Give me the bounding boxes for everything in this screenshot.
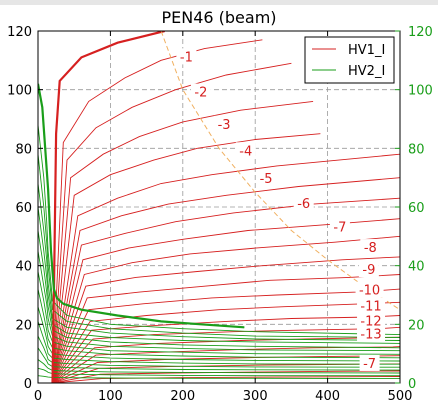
contour-label: -9 bbox=[362, 263, 375, 278]
y-tick-label-left: 100 bbox=[7, 84, 32, 99]
contour-label-bg bbox=[214, 115, 235, 132]
y-tick-label-left: 80 bbox=[15, 142, 32, 157]
contour-line-hv2 bbox=[38, 335, 400, 368]
contour-label-bg bbox=[176, 48, 197, 65]
contour-label: -2 bbox=[194, 86, 207, 101]
contour-line-hv1 bbox=[52, 256, 400, 383]
y-tick-label-right: 100 bbox=[408, 84, 433, 99]
contour-line-hv2 bbox=[38, 271, 400, 355]
contour-label: -8 bbox=[364, 241, 377, 256]
highlight-line-hv1 bbox=[51, 31, 165, 383]
contour-line-hv2 bbox=[38, 230, 400, 349]
contour-line-hv2 bbox=[38, 124, 400, 336]
legend: HV1_I HV2_I bbox=[304, 36, 395, 84]
contour-label: -10 bbox=[359, 284, 380, 299]
x-tick-label: 500 bbox=[388, 389, 413, 404]
y-tick-label-right: 80 bbox=[408, 142, 425, 157]
contour-line-hv2 bbox=[38, 306, 400, 362]
contour-labels: -1-2-3-4-5-6-7-8-9-10-11-12-13-7 bbox=[176, 48, 386, 372]
legend-box bbox=[304, 36, 395, 84]
contour-label-bg bbox=[190, 83, 211, 100]
contour-line-hv1 bbox=[52, 153, 400, 383]
y-tick-label-right: 60 bbox=[408, 201, 425, 216]
x-tick-label: 100 bbox=[98, 389, 123, 404]
contour-line-hv2 bbox=[38, 289, 400, 359]
contour-line-hv1 bbox=[52, 177, 400, 383]
contour-label: -7 bbox=[363, 357, 376, 372]
contour-label-bg bbox=[293, 195, 314, 212]
contour-line-hv1 bbox=[52, 100, 314, 383]
y-tick-label-left: 120 bbox=[7, 25, 32, 40]
y-tick-label-right: 40 bbox=[408, 260, 425, 275]
contour-label-bg bbox=[357, 325, 386, 342]
contour-line-hv1 bbox=[52, 235, 400, 383]
contour-label-bg bbox=[256, 170, 277, 187]
highlight-line-hv2 bbox=[38, 83, 245, 329]
contour-label: -13 bbox=[360, 328, 381, 343]
contour-label-bg bbox=[329, 218, 350, 235]
contour-label: -3 bbox=[218, 118, 231, 133]
x-tick-label: 200 bbox=[170, 389, 195, 404]
legend-label-hv1: HV1_I bbox=[348, 43, 385, 58]
contour-label: -5 bbox=[260, 172, 273, 187]
contour-label: -11 bbox=[360, 300, 381, 315]
y-tick-label-left: 40 bbox=[15, 260, 32, 275]
contour-line-hv2 bbox=[38, 347, 400, 371]
contour-label: -1 bbox=[180, 50, 193, 65]
contour-line-hv1 bbox=[52, 274, 400, 383]
y-tick-label-right: 20 bbox=[408, 318, 425, 333]
y-tick-label-right: 0 bbox=[408, 377, 416, 392]
axis-ticks: 0 100 200 300 400 500020406080100120020406080… bbox=[7, 25, 433, 404]
contour-line-hv1 bbox=[52, 39, 263, 383]
contour-label: -6 bbox=[297, 197, 310, 212]
contour-line-hv1 bbox=[52, 133, 321, 383]
y-tick-label-right: 120 bbox=[408, 25, 433, 40]
contour-line-hv2 bbox=[38, 359, 400, 374]
contour-label-bg bbox=[355, 281, 384, 298]
contour-line-hv2 bbox=[38, 321, 400, 365]
contour-label-bg bbox=[357, 297, 386, 314]
contour-line-hv1 bbox=[52, 355, 400, 383]
contour-line-hv1 bbox=[52, 62, 292, 383]
y-tick-label-left: 0 bbox=[24, 377, 32, 392]
x-tick-label: 300 bbox=[243, 389, 268, 404]
legend-label-hv2: HV2_I bbox=[348, 64, 385, 79]
contour-label-bg bbox=[360, 239, 381, 256]
x-tick-label: 400 bbox=[315, 389, 340, 404]
contour-label: -7 bbox=[333, 221, 346, 236]
contour-label-bg bbox=[235, 142, 256, 159]
contour-line-hv2 bbox=[38, 154, 400, 338]
contour-label-bg bbox=[357, 312, 386, 329]
x-tick-label: 0 bbox=[34, 389, 42, 404]
contour-line-hv2 bbox=[38, 250, 400, 352]
contour-lines bbox=[38, 31, 400, 383]
contour-line-hv2 bbox=[38, 367, 400, 377]
y-tick-label-left: 20 bbox=[15, 318, 32, 333]
contour-line-hv1 bbox=[52, 346, 400, 383]
contour-line-hv1 bbox=[52, 218, 400, 383]
window-top-strip bbox=[0, 0, 438, 5]
y-tick-label-left: 60 bbox=[15, 201, 32, 216]
contour-line-hv1 bbox=[52, 376, 400, 383]
contour-line-hv2 bbox=[38, 206, 400, 344]
chart-title: PEN46 (beam) bbox=[161, 8, 276, 27]
contour-label-bg bbox=[359, 354, 380, 371]
contour-line-hv2 bbox=[38, 183, 400, 341]
contour-label-bg bbox=[358, 261, 379, 278]
contour-line-hv2 bbox=[38, 375, 400, 380]
contour-label: -4 bbox=[239, 144, 252, 159]
